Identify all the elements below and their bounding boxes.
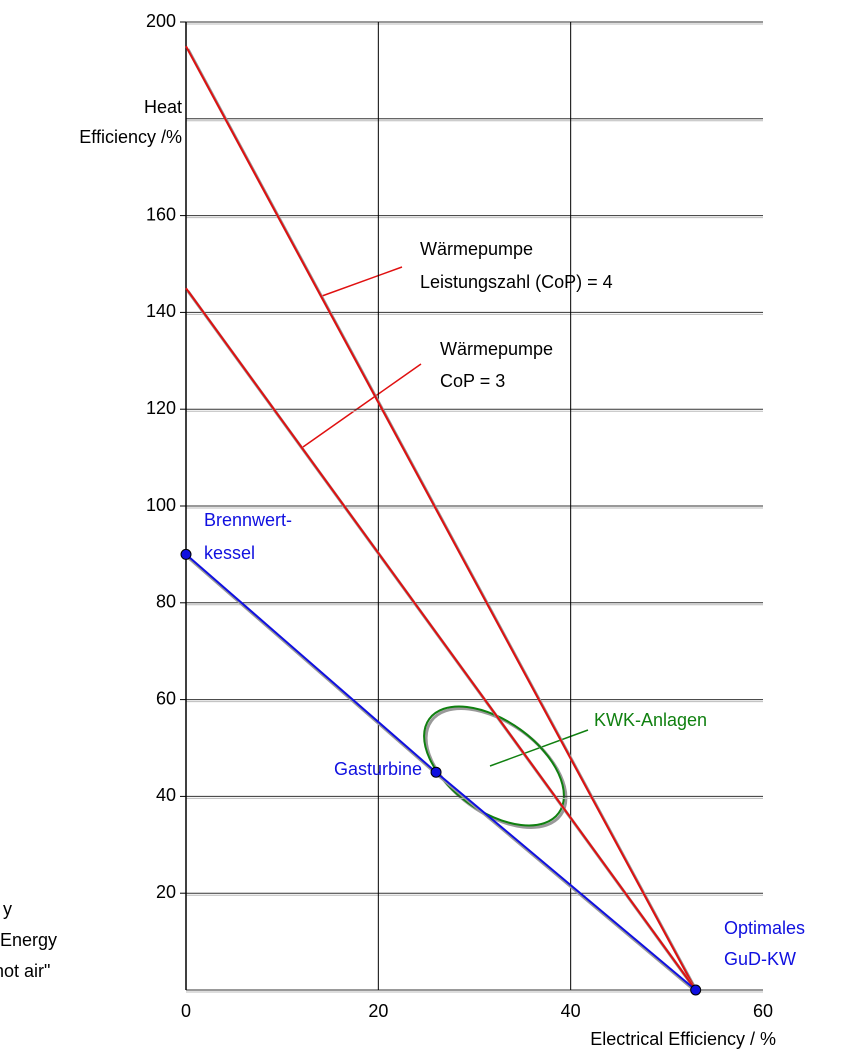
point [690, 984, 702, 996]
y-tick-label: 200 [146, 11, 176, 31]
annotation: Leistungszahl (CoP) = 4 [420, 272, 613, 292]
leader [321, 266, 403, 297]
y-tick-label: 40 [156, 785, 176, 805]
y-tick-label: 20 [156, 882, 176, 902]
series-line [185, 287, 697, 991]
annotation: Energy [0, 930, 57, 950]
x-tick-label: 40 [561, 1001, 581, 1021]
annotation: Brennwert- [204, 510, 292, 530]
y-tick-label: 120 [146, 398, 176, 418]
annotation: KWK-Anlagen [594, 710, 707, 730]
y-tick-label: 160 [146, 204, 176, 224]
y-tick-label: 80 [156, 592, 176, 612]
leader [302, 363, 422, 448]
series-line [185, 45, 697, 991]
x-tick-label: 60 [753, 1001, 773, 1021]
y-tick-label: 140 [146, 301, 176, 321]
annotation: Optimales [724, 918, 805, 938]
point [430, 766, 442, 778]
annotation: hot air" [0, 961, 50, 981]
leader-lines [302, 266, 589, 767]
annotation: Wärmepumpe [440, 339, 553, 359]
y-tick-label: 100 [146, 495, 176, 515]
y-axis-label: Efficiency /% [79, 127, 182, 147]
x-tick-label: 0 [181, 1001, 191, 1021]
point [180, 548, 192, 560]
x-tick-label: 20 [368, 1001, 388, 1021]
kwk-region [423, 705, 565, 827]
annotation: Wärmepumpe [420, 239, 533, 259]
annotation: kessel [204, 543, 255, 563]
y-tick-label: 60 [156, 688, 176, 708]
annotation: GuD-KW [724, 949, 796, 969]
y-axis-label: Heat [144, 97, 182, 117]
annotation: CoP = 3 [440, 371, 505, 391]
leader [489, 729, 589, 767]
x-axis-label: Electrical Efficiency / % [590, 1029, 776, 1049]
annotation: Gasturbine [334, 759, 422, 779]
annotation: y [3, 899, 12, 919]
